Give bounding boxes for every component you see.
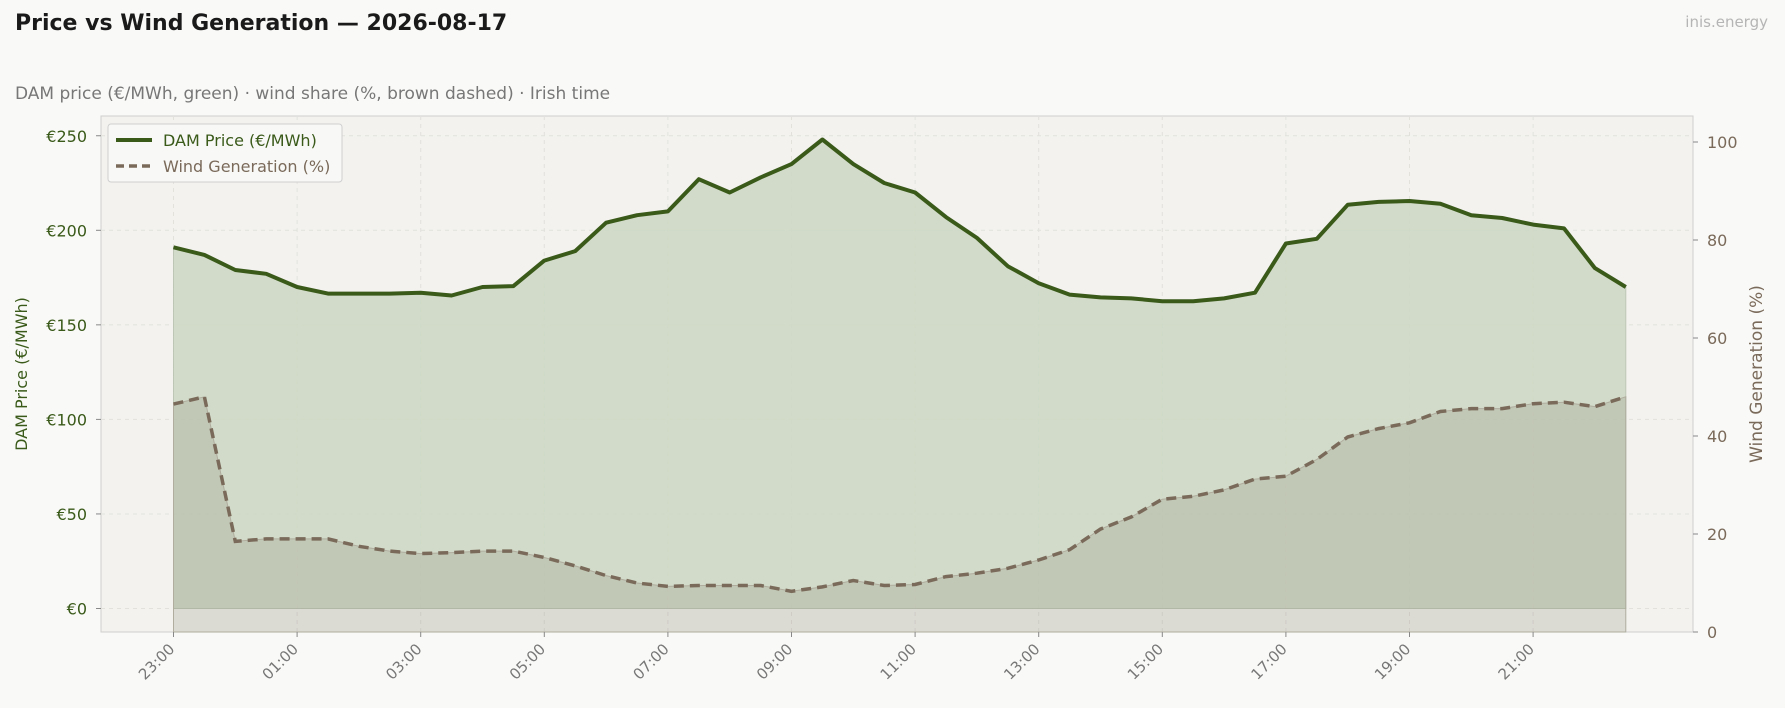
left-tick-label: €50 [56,505,87,524]
right-y-axis: 0 20 40 60 80 100 [1693,133,1738,642]
right-tick-label: 20 [1707,525,1727,544]
right-tick-label: 40 [1707,427,1727,446]
x-tick-label: 19:00 [1371,640,1414,683]
x-tick-label: 11:00 [877,640,920,683]
price-series-line [173,137,1627,304]
x-tick-label: 01:00 [259,640,302,683]
left-tick-label: €200 [46,221,87,240]
x-tick-label: 21:00 [1495,640,1538,683]
chart-legend: DAM Price (€/MWh) Wind Generation (%) [107,123,343,183]
left-tick-label: €0 [67,600,87,619]
right-tick-label: 60 [1707,329,1727,348]
chart-subtitle: DAM price (€/MWh, green) · wind share (%… [15,84,611,104]
x-tick-label: 05:00 [506,640,549,683]
right-tick-label: 100 [1707,133,1738,152]
wind-series-line [173,394,1627,594]
x-tick-label: 17:00 [1247,640,1290,683]
x-tick-label: 09:00 [753,640,796,683]
x-tick-label: 07:00 [629,640,672,683]
left-tick-label: €100 [46,410,87,429]
legend-box [107,123,343,183]
legend-price-label: DAM Price (€/MWh) [163,131,317,150]
x-axis: 23:00 01:00 03:00 05:00 07:00 09:00 11:00 13:00… [135,632,1538,683]
right-y-axis-label: Wind Generation (%) [1747,285,1767,463]
x-tick-label: 15:00 [1124,640,1167,683]
left-y-axis-label: DAM Price (€/MWh) [12,297,31,451]
x-tick-label: 13:00 [1000,640,1043,683]
legend-wind-label: Wind Generation (%) [163,157,330,176]
left-y-axis: €0 €50 €100 €150 €200 €250 [46,127,101,619]
brand-label: inis.energy [1685,13,1768,31]
x-tick-label: 03:00 [382,640,425,683]
page-title: Price vs Wind Generation — 2026-08-17 [15,11,508,36]
left-tick-label: €250 [46,127,87,146]
right-tick-label: 0 [1707,623,1717,642]
x-tick-label: 23:00 [135,640,178,683]
right-tick-label: 80 [1707,231,1727,250]
left-tick-label: €150 [46,316,87,335]
